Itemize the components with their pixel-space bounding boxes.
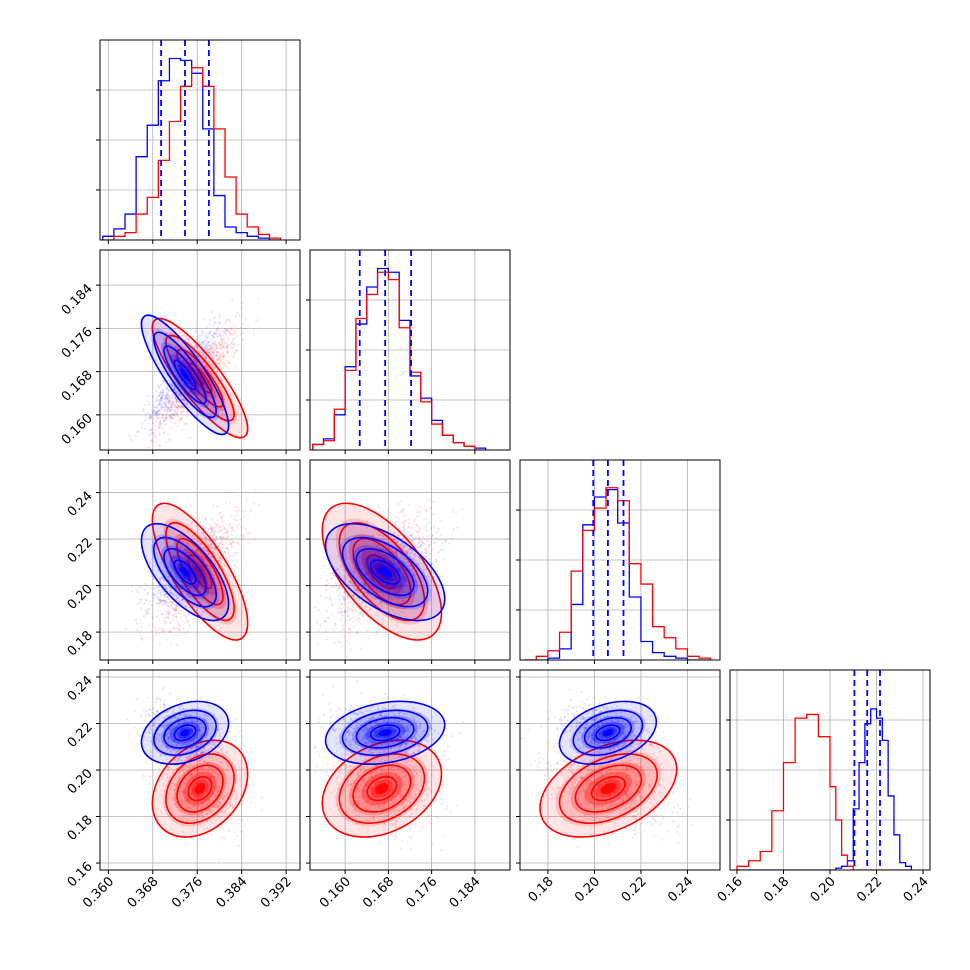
y-tick-label: 0.22	[65, 720, 96, 751]
y-tick-label: 0.160	[59, 411, 96, 448]
x-tick-label: 0.176	[404, 874, 441, 911]
contours-blue	[140, 522, 230, 622]
y-tick-label: 0.24	[65, 489, 96, 520]
x-tick-label: 0.160	[317, 874, 354, 911]
x-tick-label: 0.16	[715, 874, 746, 905]
contours-blue	[324, 700, 446, 765]
scatter-panel-3-0	[99, 669, 301, 871]
hist-panel-1	[306, 249, 511, 451]
contours-red	[539, 739, 678, 838]
panel-frame	[99, 459, 301, 661]
y-axis-1: 0.160 0.168 0.176 0.184	[59, 281, 100, 448]
x-tick-label: 0.22	[619, 874, 650, 905]
y-axis-2: 0.18 0.20 0.22 0.24	[65, 489, 100, 659]
histogram-red	[736, 713, 912, 870]
y-tick-label: 0.168	[59, 368, 96, 405]
hist-panel-2	[516, 459, 721, 661]
y-tick-label: 0.22	[65, 535, 96, 566]
contours-blue	[324, 522, 446, 622]
histogram-blue	[736, 708, 913, 870]
y-tick-label: 0.20	[65, 766, 96, 797]
x-tick-label: 0.22	[854, 874, 885, 905]
panel-frame	[309, 249, 511, 451]
y-tick-label: 0.24	[65, 673, 96, 704]
x-tick-label: 0.20	[572, 874, 603, 905]
x-tick-label: 0.368	[125, 874, 162, 911]
scatter-panel-3-2	[519, 669, 721, 871]
y-tick-label: 0.18	[65, 628, 96, 659]
x-tick-label: 0.24	[665, 874, 696, 905]
hist-panel-0	[96, 39, 301, 241]
y-tick-label: 0.16	[65, 859, 96, 890]
x-tick-label: 0.184	[447, 874, 484, 911]
x-tick-label: 0.24	[901, 874, 932, 905]
histogram-red	[524, 487, 712, 660]
contours-red	[321, 739, 443, 838]
x-tick-label: 0.392	[258, 874, 295, 911]
scatter-panel-3-1	[309, 669, 511, 871]
panel-frame	[519, 459, 721, 661]
y-tick-label: 0.176	[59, 325, 96, 362]
y-axis-3: 0.16 0.18 0.20 0.22 0.24	[65, 673, 100, 890]
x-axis-3: 0.16 0.18 0.20 0.22 0.24	[715, 870, 932, 905]
histogram-blue	[102, 57, 281, 240]
x-tick-label: 0.18	[761, 874, 792, 905]
histogram-red	[312, 271, 486, 450]
scatter-panel-2-1	[309, 459, 511, 661]
y-tick-label: 0.20	[65, 582, 96, 613]
histogram-red	[102, 67, 282, 240]
contours-blue	[140, 314, 230, 436]
panel-frame	[99, 39, 301, 241]
x-tick-label: 0.20	[808, 874, 839, 905]
contours-blue	[140, 700, 230, 765]
panel-frame	[309, 459, 511, 661]
x-axis-0: 0.360 0.368 0.376 0.384 0.392	[80, 870, 295, 911]
x-tick-label: 0.18	[526, 874, 557, 905]
x-tick-label: 0.384	[214, 874, 251, 911]
contours-blue	[558, 700, 658, 765]
scatter-panel-2-0	[99, 459, 301, 661]
panel-frame	[99, 249, 301, 451]
y-tick-label: 0.18	[65, 813, 96, 844]
sample-points-red	[141, 713, 264, 861]
y-tick-label: 0.184	[59, 281, 96, 318]
x-tick-label: 0.168	[360, 874, 397, 911]
histogram-blue	[524, 488, 711, 660]
x-tick-label: 0.376	[169, 874, 206, 911]
x-axis-2: 0.18 0.20 0.22 0.24	[526, 870, 696, 905]
hist-panel-3	[726, 669, 931, 871]
x-axis-1: 0.160 0.168 0.176 0.184	[317, 870, 484, 911]
scatter-panel-1-0	[99, 249, 301, 451]
